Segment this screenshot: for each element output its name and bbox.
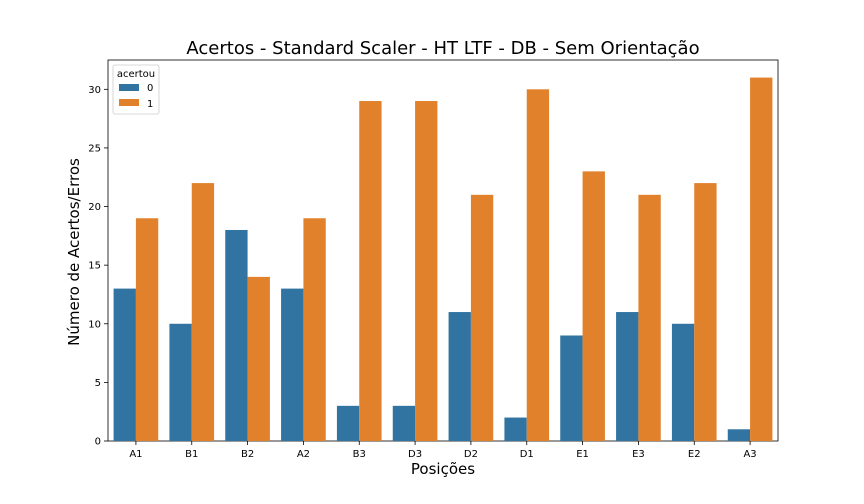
bar-series-0-A2: [281, 288, 304, 441]
bar-series-1-E1: [582, 171, 605, 441]
bar-series-0-E2: [671, 323, 695, 441]
bar-series-0-D1: [504, 417, 527, 441]
x-tick-label: A2: [297, 449, 310, 460]
x-tick-label: D1: [520, 449, 534, 460]
legend: acertou 0 1: [112, 64, 160, 115]
x-tick-label: A3: [743, 449, 756, 460]
bar-series-1-A1: [135, 218, 159, 441]
bar-series-0-A1: [113, 288, 136, 441]
bar-series-0-B1: [169, 323, 192, 441]
bar-series-0-D3: [392, 405, 416, 441]
x-tick-label: A1: [129, 449, 142, 460]
y-axis-title: Número de Acertos/Erros: [65, 158, 83, 346]
legend-swatch-series-0: [119, 84, 139, 91]
bar-series-0-A3: [727, 429, 751, 441]
plot-frame: [107, 59, 779, 442]
bar-series-1-D2: [470, 194, 494, 441]
bar-series-1-B1: [191, 183, 215, 441]
x-tick-label: E2: [688, 449, 701, 460]
legend-title: acertou: [117, 69, 155, 80]
bar-series-0-E3: [616, 312, 639, 441]
y-tick-label: 0: [95, 437, 101, 448]
bar-series-1-D1: [526, 89, 550, 441]
bar-series-0-B2: [225, 229, 248, 441]
bar-series-1-A3: [750, 77, 773, 441]
x-tick-label: D3: [408, 449, 422, 460]
x-tick-label: E3: [632, 449, 645, 460]
bar-series-1-B3: [359, 101, 382, 441]
x-tick-label: B3: [353, 449, 366, 460]
legend-label-series-1: 1: [147, 99, 153, 110]
x-axis: A1 B1 B2 A2 B3 D3 D2 D1 E1 E3 E2 A3: [129, 441, 757, 460]
chart-title: Acertos - Standard Scaler - HT LTF - DB …: [186, 38, 699, 59]
legend-label-series-0: 0: [147, 83, 153, 94]
y-axis: 0 5 10 15 20 25 30: [88, 85, 108, 448]
x-tick-label: D2: [464, 449, 478, 460]
y-tick-label: 30: [88, 85, 101, 96]
y-tick-label: 20: [88, 202, 101, 213]
bar-series-0-E1: [560, 335, 583, 441]
bars-layer: [113, 77, 773, 441]
x-axis-title: Posições: [411, 460, 475, 478]
bar-series-1-B2: [247, 276, 270, 441]
bar-series-0-B3: [336, 405, 360, 441]
x-tick-label: B1: [185, 449, 198, 460]
legend-swatch-series-1: [119, 99, 139, 106]
bar-series-1-A2: [303, 218, 326, 441]
y-tick-label: 15: [88, 261, 101, 272]
x-tick-label: E1: [576, 449, 589, 460]
y-tick-label: 10: [88, 319, 101, 330]
y-tick-label: 25: [88, 143, 101, 154]
x-tick-label: B2: [241, 449, 254, 460]
bar-series-1-E3: [638, 194, 661, 441]
y-tick-label: 5: [95, 378, 101, 389]
bar-series-0-D2: [448, 312, 471, 441]
bar-series-1-D3: [415, 101, 438, 441]
bar-series-1-E2: [694, 183, 717, 441]
